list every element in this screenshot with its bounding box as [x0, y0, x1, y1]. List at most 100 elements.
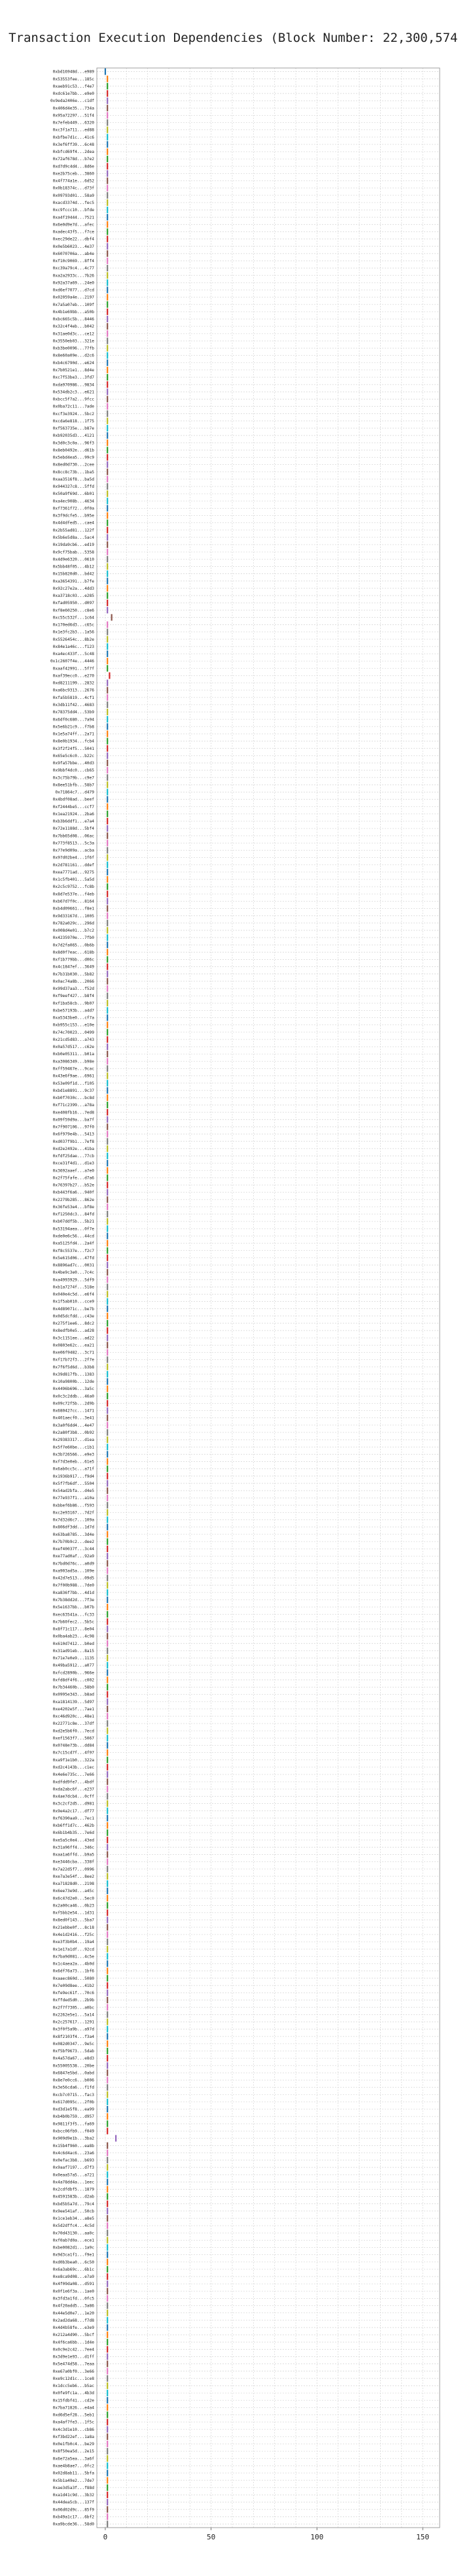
transaction-marker	[107, 2084, 109, 2091]
transaction-marker	[107, 2426, 109, 2433]
transaction-marker	[107, 1662, 109, 1669]
y-tick-label: 0xa836f7bb...4d1d	[53, 1591, 95, 1595]
y-tick-label: 0xb3b6ddf1...e7a4	[53, 819, 95, 824]
transaction-marker	[107, 141, 109, 148]
y-tick-label: 0x909d9e1b...3ba2	[53, 2137, 95, 2141]
y-tick-label: 0xec29de22...dbf4	[53, 237, 95, 242]
y-tick-label: 0xe7a3e54f...8ee2	[53, 1874, 95, 1879]
transaction-marker	[107, 1051, 109, 1058]
transaction-marker	[107, 1946, 109, 1953]
transaction-marker	[107, 156, 109, 163]
transaction-marker	[107, 2440, 109, 2448]
y-tick-label: 0x72e1188d...5bf4	[53, 826, 95, 831]
y-tick-label: 0xb0f7030c...bc8d	[53, 1096, 95, 1100]
y-tick-label: 0xf8c5537e...f2c7	[53, 1249, 95, 1253]
transaction-marker	[107, 1276, 109, 1283]
y-tick-label: 0x2ad2da68...f7d8	[53, 2318, 95, 2323]
y-tick-label: 0x4d4dfed5...cae4	[53, 521, 95, 526]
y-tick-label: 0xdfdd9fe7...4bdf	[53, 1780, 95, 1784]
transaction-marker	[107, 956, 109, 963]
y-tick-label: 0x4a78dd4a...1eec	[53, 2180, 95, 2184]
y-tick-label: 0x2f75fafe...d7a6	[53, 1176, 95, 1180]
y-tick-label: 0x2d781161...ddef	[53, 863, 95, 868]
transaction-marker	[107, 315, 109, 322]
transaction-marker	[107, 912, 109, 919]
transaction-marker	[107, 2484, 109, 2491]
y-tick-label: 0xfad05950...d097	[53, 601, 95, 605]
y-tick-label: 0x0ba4ab23...4c98	[53, 1635, 95, 1639]
y-tick-label: 0x71864c7...d479	[55, 790, 94, 795]
transaction-marker	[107, 2091, 109, 2098]
transaction-marker	[107, 1960, 109, 1967]
y-tick-label: 0x4f20add5...3a86	[53, 2304, 95, 2309]
transaction-marker	[107, 2469, 109, 2477]
y-tick-label: 0xaaf42991...5f7f	[53, 666, 95, 671]
y-tick-label: 0x3db11f42...4683	[53, 703, 95, 707]
transaction-marker	[107, 1705, 109, 1712]
y-tick-label: 0x29383317...d1ea	[53, 1438, 95, 1442]
transaction-marker	[107, 105, 109, 112]
y-tick-label: 0xfdf25dae...77cb	[53, 1154, 95, 1159]
transaction-marker	[107, 243, 109, 250]
transaction-marker	[107, 810, 109, 817]
y-tick-label: 0xc7f53be3...3fd7	[53, 375, 95, 380]
y-tick-label: 0x0e5b6023...4e37	[53, 245, 95, 249]
transaction-marker	[107, 643, 109, 650]
transaction-marker	[107, 2346, 109, 2353]
y-tick-label: 0x1f5ab010...cce9	[53, 1300, 95, 1304]
y-tick-label: 0x0803e62c...ea21	[53, 1343, 95, 1347]
transaction-marker	[107, 716, 109, 723]
y-tick-label: 0x7d2fa065...0b6b	[53, 943, 95, 947]
transaction-marker	[107, 301, 109, 308]
transaction-marker	[107, 454, 109, 461]
transaction-marker	[107, 82, 109, 90]
transaction-marker	[107, 1829, 109, 1837]
y-tick-label: 0xb4b0b759...d957	[53, 2114, 95, 2119]
y-tick-label: 0x5f7e60be...c1b1	[53, 1445, 95, 1449]
y-tick-label: 0x6e0d9e7d...afec	[53, 222, 95, 227]
transaction-marker	[107, 1509, 109, 1516]
y-tick-label: 0x2c5c9752...fc8b	[53, 885, 95, 889]
transaction-marker	[107, 2207, 109, 2214]
y-tick-label: 0x7f00b988...7de0	[53, 1584, 95, 1588]
y-tick-label: 0x4bdf08ad...beef	[53, 798, 95, 802]
y-tick-label: 0x406d4e35...734a	[53, 106, 95, 110]
y-tick-label: 0xd6d5ef28...5eb1	[53, 2413, 95, 2418]
y-tick-label: 0xa71828d0...2198	[53, 1882, 95, 1886]
transaction-marker	[107, 2324, 109, 2331]
y-tick-label: 0xb67d7f0c...8164	[53, 900, 95, 904]
transaction-marker	[107, 1305, 109, 1312]
transaction-marker	[107, 1421, 109, 1429]
y-tick-label: 0xf17b72f3...2f7e	[53, 1358, 95, 1363]
transaction-marker	[107, 112, 109, 119]
y-tick-label: 0xa2a2933c...7b26	[53, 273, 95, 278]
y-tick-label: 0x7efeb449...6320	[53, 121, 95, 126]
y-tick-label: 0x7ba71826...e4a4	[53, 2405, 95, 2410]
transaction-marker	[107, 1873, 109, 1880]
transaction-marker	[107, 1553, 109, 1560]
transaction-marker	[107, 2164, 109, 2171]
transaction-marker	[107, 1130, 109, 1138]
y-tick-label: 0x7b34460b...58b0	[53, 1686, 95, 1690]
transaction-marker	[107, 905, 109, 912]
transaction-marker	[107, 308, 109, 315]
y-tick-label: 0x09793d01...58a9	[53, 194, 95, 198]
transaction-marker	[107, 403, 109, 410]
transaction-marker	[107, 2462, 109, 2469]
y-tick-label: 0x401aecf0...3e41	[53, 1416, 95, 1421]
transaction-marker	[107, 2178, 109, 2186]
y-tick-label: 0xcda6e818...1f75	[53, 419, 95, 424]
transaction-marker	[107, 1939, 109, 1946]
transaction-marker	[107, 1240, 109, 1247]
y-tick-label: 0x84e1a46c...f123	[53, 645, 95, 649]
transaction-marker	[107, 1160, 109, 1167]
y-tick-label: 0x7b31b030...5b82	[53, 972, 95, 977]
transaction-marker	[107, 796, 109, 803]
y-tick-label: 0xb49a1c17...6bf2	[53, 2515, 95, 2519]
transaction-marker	[107, 184, 109, 192]
y-tick-label: 0x92a37a69...24e0	[53, 280, 95, 285]
transaction-marker	[107, 1189, 109, 1196]
transaction-marker	[107, 1225, 109, 1232]
y-tick-label: 0x9ee541af...50cb	[53, 2209, 95, 2214]
y-tick-label: 0xbcc5f7a2...9fcc	[53, 398, 95, 402]
